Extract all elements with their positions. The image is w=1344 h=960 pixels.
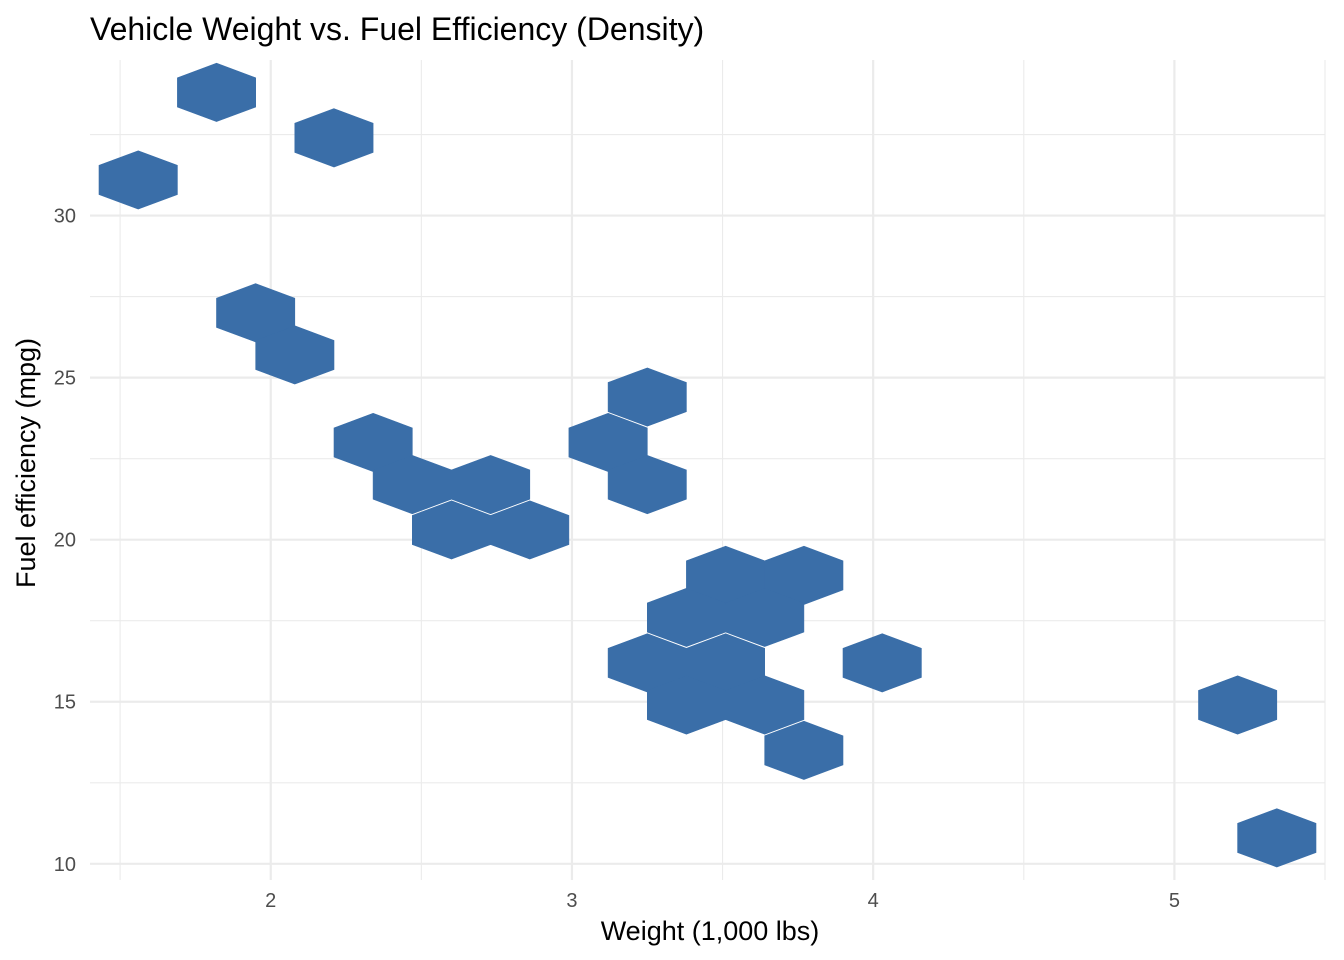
y-tick-label: 10 [54, 854, 76, 876]
y-axis-title: Fuel efficiency (mpg) [11, 338, 41, 588]
hexbin-cell [607, 367, 687, 427]
hexbin-layer [98, 62, 1317, 868]
x-axis-ticks: 2 3 4 5 [265, 890, 1180, 912]
hexbin-cell [294, 108, 374, 168]
y-tick-label: 15 [54, 692, 76, 714]
hexbin-cell [764, 720, 844, 780]
hexbin-cell [842, 633, 922, 693]
y-tick-label: 30 [54, 206, 76, 228]
y-axis-ticks: 10 15 20 25 30 [54, 206, 76, 876]
y-tick-label: 20 [54, 530, 76, 552]
hexbin-cell [451, 455, 531, 515]
x-tick-label: 5 [1169, 890, 1180, 912]
hexbin-cell [490, 500, 570, 560]
x-tick-label: 3 [566, 890, 577, 912]
x-tick-label: 2 [265, 890, 276, 912]
x-axis-title: Weight (1,000 lbs) [601, 916, 820, 946]
hexbin-cell [725, 675, 805, 735]
hexbin-cell [1237, 808, 1317, 868]
y-tick-label: 25 [54, 368, 76, 390]
hexbin-cell [725, 587, 805, 647]
x-tick-label: 4 [868, 890, 879, 912]
grid [90, 60, 1326, 880]
hexbin-cell [607, 455, 687, 515]
chart-title: Vehicle Weight vs. Fuel Efficiency (Dens… [90, 11, 704, 47]
hexbin-cell [1198, 675, 1278, 735]
hexbin-cell [98, 150, 178, 210]
hexbin-cell [255, 325, 335, 385]
hexbin-cell [177, 62, 256, 122]
